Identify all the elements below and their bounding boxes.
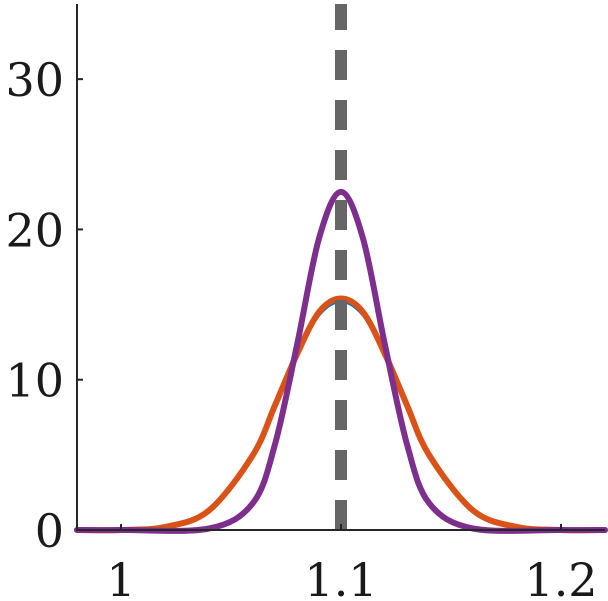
y-tick-label: 10 <box>5 354 64 408</box>
tick-layer: 1 1.1 1.2 0 10 20 30 <box>5 53 597 601</box>
series-line-2 <box>74 295 608 534</box>
x-tick-label: 1.1 <box>304 553 377 601</box>
x-tick-label: 1 <box>106 553 135 601</box>
y-tick-label: 20 <box>5 203 64 257</box>
y-tick-label: 0 <box>35 504 64 558</box>
y-tick-label: 30 <box>5 53 64 107</box>
series-line-3 <box>74 188 608 534</box>
x-tick-label: 1.2 <box>524 553 597 601</box>
plot-area: 1 1.1 1.2 0 10 20 30 <box>5 4 608 601</box>
series-layer <box>74 4 608 534</box>
